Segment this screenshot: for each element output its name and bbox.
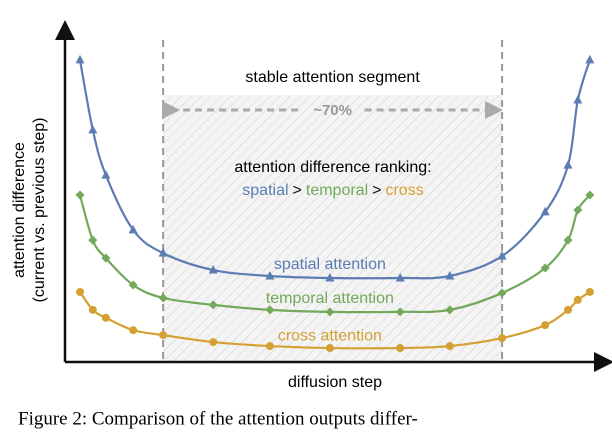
point: [445, 271, 455, 280]
y-axis-label: (current vs. previous step): [31, 118, 48, 303]
point: [395, 307, 405, 317]
point: [209, 338, 218, 347]
point: [498, 334, 507, 343]
x-axis-label: diffusion step: [288, 374, 382, 391]
point: [101, 170, 111, 179]
ranking-line: spatial > temporal > cross: [242, 182, 423, 199]
point: [101, 313, 110, 322]
ranking-item: spatial: [242, 182, 288, 199]
ranking-item: cross: [385, 182, 423, 199]
point: [158, 248, 168, 257]
point: [128, 280, 138, 290]
point: [395, 273, 405, 282]
point: [445, 342, 454, 351]
point: [573, 95, 583, 104]
point: [325, 273, 335, 282]
point: [208, 300, 218, 310]
point: [159, 331, 168, 340]
point: [128, 224, 138, 234]
point: [265, 271, 275, 280]
point: [497, 251, 507, 260]
point: [585, 54, 595, 64]
point: [88, 124, 98, 134]
point: [158, 293, 168, 303]
point: [75, 287, 84, 296]
ranking-item: >: [372, 182, 381, 199]
point: [585, 190, 595, 200]
point: [540, 206, 550, 216]
y-axis-label: attention difference: [11, 142, 28, 278]
point: [265, 305, 275, 315]
point: [101, 253, 111, 263]
point: [325, 307, 335, 317]
point: [75, 54, 85, 64]
point: [445, 305, 455, 315]
point: [88, 305, 97, 314]
ranking-item: >: [293, 182, 302, 199]
point: [396, 344, 405, 353]
point: [129, 326, 138, 335]
point: [563, 160, 573, 169]
ranking-item: temporal: [306, 182, 368, 199]
series-label: temporal attention: [266, 290, 394, 307]
point: [325, 344, 334, 353]
caption: Figure 2: Comparison of the attention ou…: [18, 408, 418, 429]
point: [573, 205, 583, 215]
point: [541, 321, 550, 330]
series-layer: spatial attention temporal attention cross…: [75, 54, 595, 353]
segment-layer: stable attention segment ~70%: [162, 40, 504, 362]
point: [88, 235, 98, 245]
point: [573, 295, 582, 304]
segment-hatch: [163, 95, 503, 362]
point: [265, 342, 274, 351]
segment-span-label: ~70%: [313, 102, 352, 119]
point: [75, 190, 85, 200]
point: [208, 265, 218, 274]
ranking-title: attention difference ranking:: [234, 159, 431, 176]
point: [563, 235, 573, 245]
point: [585, 287, 594, 296]
segment-label: stable attention segment: [245, 69, 420, 86]
point: [540, 263, 550, 273]
point: [497, 288, 507, 298]
series-label: cross attention: [278, 327, 382, 344]
point: [564, 305, 573, 314]
series-label: spatial attention: [274, 256, 386, 273]
